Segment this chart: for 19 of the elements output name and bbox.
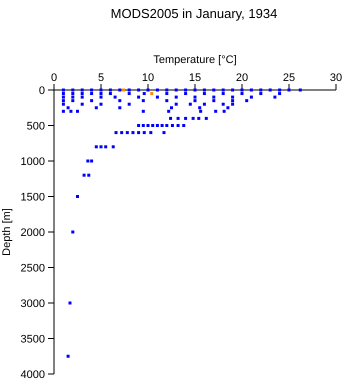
y-tick-label: 500 — [26, 120, 45, 132]
y-tick-label: 1500 — [20, 191, 45, 204]
x-tick-label: 20 — [236, 72, 248, 84]
x-tick-label: 15 — [188, 72, 202, 84]
x-tick-label: 25 — [282, 72, 296, 84]
y-tick-label: 0 — [38, 84, 45, 97]
y-tick-label: 2500 — [20, 262, 45, 274]
x-tick-label: 5 — [98, 72, 104, 84]
x-tick-label: 30 — [330, 72, 342, 84]
y-tick-label: 3000 — [20, 298, 45, 310]
chart-title: MODS2005 in January, 1934 — [110, 6, 278, 21]
y-tick-label: 4000 — [20, 368, 45, 381]
x-tick-label: 0 — [50, 72, 58, 84]
y-axis-title: Depth [m] — [1, 208, 13, 256]
x-tick-label: 10 — [142, 72, 154, 84]
x-axis-title: Temperature [°C] — [153, 54, 237, 66]
y-tick-label: 3500 — [20, 333, 45, 346]
y-tick-label: 1000 — [20, 156, 45, 168]
y-tick-label: 2000 — [20, 226, 45, 239]
